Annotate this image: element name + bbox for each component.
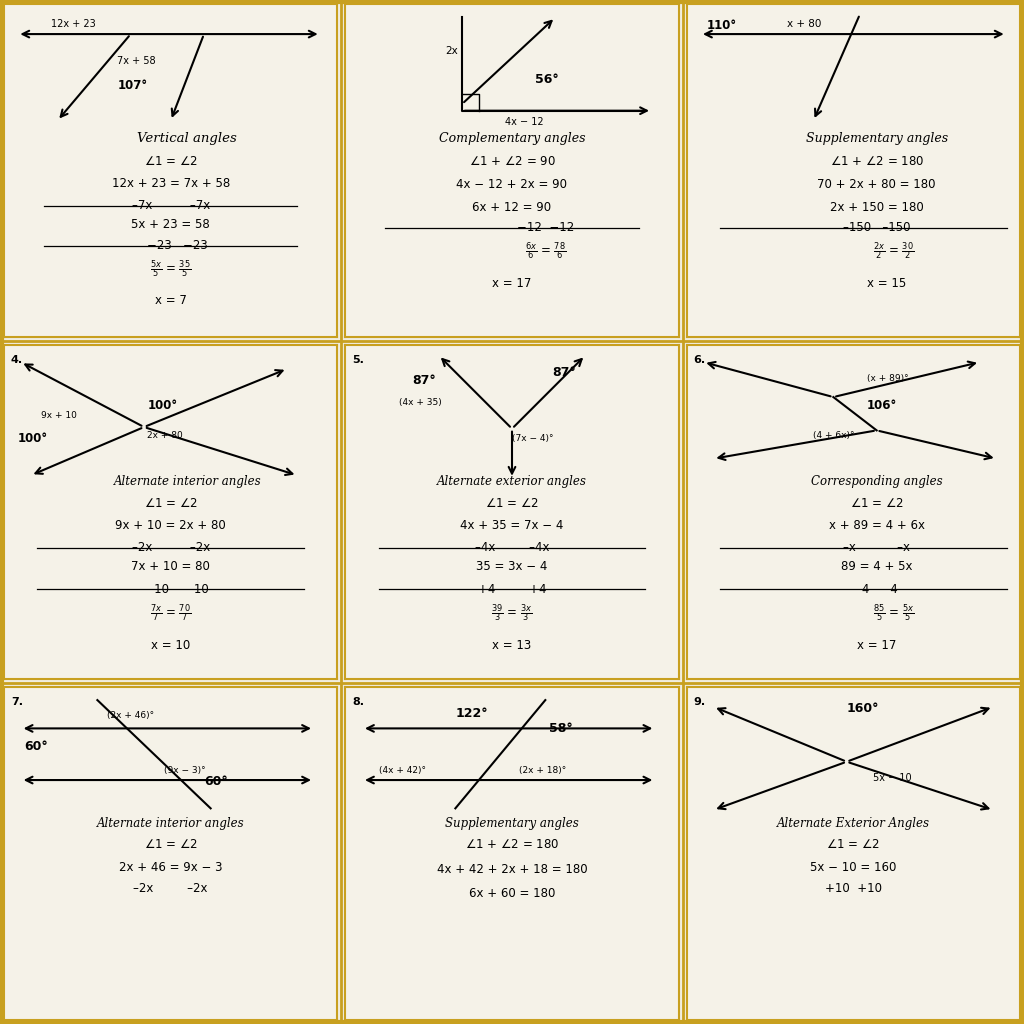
Text: 100°: 100° (17, 432, 47, 445)
Text: $\frac{39}{3}$ = $\frac{3x}{3}$: $\frac{39}{3}$ = $\frac{3x}{3}$ (492, 602, 532, 624)
Text: Alternate interior angles: Alternate interior angles (114, 475, 261, 488)
Text: $\frac{85}{5}$ = $\frac{5x}{5}$: $\frac{85}{5}$ = $\frac{5x}{5}$ (872, 602, 914, 624)
Text: Alternate exterior angles: Alternate exterior angles (437, 475, 587, 488)
Text: 4x − 12 + 2x = 90: 4x − 12 + 2x = 90 (457, 178, 567, 191)
Text: –2x          –2x: –2x –2x (131, 541, 210, 554)
Text: x + 80: x + 80 (786, 19, 821, 29)
Text: $\angle$1 = $\angle$2: $\angle$1 = $\angle$2 (143, 155, 198, 168)
Text: x = 17: x = 17 (493, 278, 531, 290)
Text: 56°: 56° (536, 73, 559, 86)
Text: 12x + 23: 12x + 23 (51, 19, 95, 29)
Text: 9x + 10 = 2x + 80: 9x + 10 = 2x + 80 (116, 519, 226, 532)
Text: 87°: 87° (552, 366, 575, 379)
Text: 107°: 107° (118, 79, 147, 92)
Text: −23   −23: −23 −23 (147, 239, 208, 252)
Text: −12  −12: −12 −12 (517, 221, 573, 234)
Text: 70 + 2x + 80 = 180: 70 + 2x + 80 = 180 (817, 178, 936, 191)
Text: 60°: 60° (204, 775, 227, 788)
Text: 9x + 10: 9x + 10 (41, 411, 77, 420)
Text: 89 = 4 + 5x: 89 = 4 + 5x (841, 560, 912, 573)
Text: 7.: 7. (11, 696, 23, 707)
Text: 2x + 80: 2x + 80 (147, 431, 183, 440)
Text: 58°: 58° (549, 722, 572, 735)
Text: (4x + 35): (4x + 35) (398, 397, 441, 407)
Text: 5.: 5. (352, 355, 364, 366)
Text: 5x − 10 = 160: 5x − 10 = 160 (810, 860, 897, 873)
Text: 4x + 42 + 2x + 18 = 180: 4x + 42 + 2x + 18 = 180 (436, 862, 588, 876)
Text: Corresponding angles: Corresponding angles (811, 475, 942, 488)
Text: Alternate interior angles: Alternate interior angles (97, 817, 245, 829)
Text: 4.: 4. (11, 355, 23, 366)
Text: (2x + 46)°: (2x + 46)° (108, 712, 155, 720)
Text: +10  +10: +10 +10 (825, 883, 882, 895)
Text: $\angle$1 + $\angle$2 = 180: $\angle$1 + $\angle$2 = 180 (465, 839, 559, 851)
Text: $\frac{2x}{2}$ = $\frac{30}{2}$: $\frac{2x}{2}$ = $\frac{30}{2}$ (872, 241, 914, 262)
Text: 87°: 87° (412, 374, 436, 387)
Text: $\angle$1 = $\angle$2: $\angle$1 = $\angle$2 (826, 839, 881, 851)
Text: 7x + 58: 7x + 58 (118, 55, 156, 66)
Text: 4x + 35 = 7x − 4: 4x + 35 = 7x − 4 (461, 519, 563, 532)
Text: $\angle$1 + $\angle$2 = 90: $\angle$1 + $\angle$2 = 90 (469, 155, 555, 168)
Text: −10    −10: −10 −10 (133, 583, 209, 596)
Text: Supplementary angles: Supplementary angles (445, 817, 579, 829)
Text: –x           –x: –x –x (843, 541, 910, 554)
Text: –2x         –2x: –2x –2x (133, 883, 208, 895)
Text: 35 = 3x − 4: 35 = 3x − 4 (476, 560, 548, 573)
Text: 4x − 12: 4x − 12 (505, 118, 544, 127)
Text: $\frac{6x}{6}$ = $\frac{78}{6}$: $\frac{6x}{6}$ = $\frac{78}{6}$ (524, 241, 566, 262)
Text: 2x + 46 = 9x − 3: 2x + 46 = 9x − 3 (119, 860, 222, 873)
Text: 2x: 2x (445, 46, 458, 55)
Text: –4    –4: –4 –4 (856, 583, 897, 596)
Text: Alternate Exterior Angles: Alternate Exterior Angles (777, 817, 930, 829)
Text: $\angle$1 = $\angle$2: $\angle$1 = $\angle$2 (143, 839, 198, 851)
Text: 6x + 60 = 180: 6x + 60 = 180 (469, 887, 555, 900)
Text: $\angle$1 = $\angle$2: $\angle$1 = $\angle$2 (850, 497, 904, 510)
Text: x = 10: x = 10 (152, 639, 190, 651)
Text: $\frac{7x}{7}$ = $\frac{70}{7}$: $\frac{7x}{7}$ = $\frac{70}{7}$ (150, 602, 191, 624)
Text: x + 89 = 4 + 6x: x + 89 = 4 + 6x (828, 519, 925, 532)
Text: Supplementary angles: Supplementary angles (806, 132, 948, 145)
Text: 12x + 23 = 7x + 58: 12x + 23 = 7x + 58 (112, 177, 229, 190)
Text: 60°: 60° (25, 740, 48, 754)
Text: (9x − 3)°: (9x − 3)° (164, 766, 206, 775)
Text: $\frac{5x}{5}$ = $\frac{35}{5}$: $\frac{5x}{5}$ = $\frac{35}{5}$ (150, 258, 191, 280)
Text: +4         +4: +4 +4 (478, 583, 546, 596)
Text: (7x − 4)°: (7x − 4)° (512, 434, 554, 443)
Text: x = 17: x = 17 (857, 639, 896, 651)
Text: –4x         –4x: –4x –4x (475, 541, 549, 554)
Text: Complementary angles: Complementary angles (438, 132, 586, 145)
Text: 160°: 160° (847, 701, 880, 715)
Text: $\angle$1 + $\angle$2 = 180: $\angle$1 + $\angle$2 = 180 (829, 155, 924, 168)
Text: x = 13: x = 13 (493, 639, 531, 651)
Text: x = 15: x = 15 (867, 278, 906, 290)
Text: $\angle$1 = $\angle$2: $\angle$1 = $\angle$2 (143, 497, 198, 510)
Text: (4 + 6x)°: (4 + 6x)° (813, 431, 855, 440)
Text: 100°: 100° (147, 399, 177, 412)
Text: $\angle$1 = $\angle$2: $\angle$1 = $\angle$2 (485, 497, 539, 510)
Text: 106°: 106° (866, 399, 897, 412)
Text: 6x + 12 = 90: 6x + 12 = 90 (472, 202, 552, 214)
Text: –150   –150: –150 –150 (843, 221, 910, 234)
Text: 110°: 110° (707, 19, 737, 32)
Text: –7x          –7x: –7x –7x (131, 199, 210, 212)
Text: 5x − 10: 5x − 10 (873, 773, 912, 783)
Text: 2x + 150 = 180: 2x + 150 = 180 (829, 201, 924, 214)
Text: (2x + 18)°: (2x + 18)° (519, 766, 566, 775)
Text: 6.: 6. (693, 355, 706, 366)
Text: (x + 89)°: (x + 89)° (866, 374, 908, 383)
Text: 122°: 122° (456, 707, 488, 720)
Text: 9.: 9. (693, 696, 706, 707)
Text: x = 7: x = 7 (155, 294, 186, 307)
Text: (4x + 42)°: (4x + 42)° (379, 766, 426, 775)
Text: 7x + 10 = 80: 7x + 10 = 80 (131, 560, 210, 573)
Text: 8.: 8. (352, 696, 365, 707)
Text: 5x + 23 = 58: 5x + 23 = 58 (131, 218, 210, 231)
Text: Vertical angles: Vertical angles (137, 132, 238, 145)
